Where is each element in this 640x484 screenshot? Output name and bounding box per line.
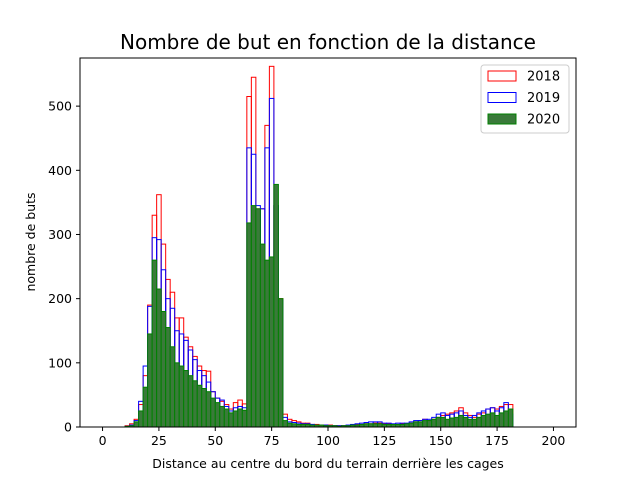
bar-2020-74 — [435, 416, 442, 428]
x-axis-label: Distance au centre du bord du terrain de… — [152, 456, 504, 471]
legend-swatch-2020 — [487, 113, 517, 125]
bar-2020-17 — [178, 365, 185, 428]
y-tick-label-400: 400 — [48, 163, 72, 178]
bar-2020-78 — [453, 416, 460, 428]
bar-2020-72 — [426, 420, 433, 428]
bar-2020-32 — [246, 222, 252, 428]
bar-2020-88 — [498, 412, 505, 428]
x-tick-label-25: 25 — [151, 433, 167, 448]
bar-2020-11 — [151, 259, 158, 428]
x-tick-label-125: 125 — [372, 433, 396, 448]
bar-2020-76 — [444, 418, 451, 428]
bar-2020-27 — [223, 408, 230, 428]
bar-2020-87 — [494, 414, 500, 428]
bar-2020-41 — [286, 422, 293, 428]
bar-2020-37 — [268, 256, 275, 428]
bar-2020-79 — [458, 414, 464, 428]
bar-2020-26 — [219, 405, 225, 428]
bar-2020-83 — [476, 416, 482, 428]
bar-2020-38 — [273, 183, 279, 428]
legend-label-2019: 2019 — [527, 91, 560, 106]
bar-2020-24 — [210, 397, 216, 428]
bar-2020-19 — [187, 375, 194, 428]
x-tick-label-100: 100 — [316, 433, 340, 448]
x-tick-label-75: 75 — [264, 433, 280, 448]
y-tick-label-100: 100 — [48, 355, 72, 370]
bar-2020-23 — [205, 391, 212, 428]
bar-2020-10 — [147, 333, 153, 428]
bar-2020-75 — [440, 416, 446, 428]
x-tick-label-175: 175 — [485, 433, 509, 448]
bar-2020-85 — [485, 413, 491, 428]
legend-swatch-2018 — [487, 70, 517, 82]
bar-2020-22 — [201, 388, 207, 428]
bar-2020-18 — [183, 370, 189, 428]
bar-2020-35 — [259, 243, 266, 428]
bar-2020-71 — [422, 420, 428, 428]
bar-2020-84 — [480, 414, 487, 428]
bar-2020-77 — [449, 417, 455, 428]
bar-2020-8 — [138, 410, 144, 428]
bar-2020-31 — [241, 409, 248, 428]
y-tick-label-200: 200 — [48, 291, 72, 306]
legend-label-2018: 2018 — [527, 70, 560, 85]
legend-swatch-2019 — [487, 92, 517, 103]
bar-2020-39 — [277, 298, 284, 428]
chart-title: Nombre de but en fonction de la distance — [120, 30, 536, 54]
bar-2020-20 — [192, 380, 198, 428]
y-axis-label: nombre de buts — [23, 192, 38, 291]
y-tick-label-300: 300 — [48, 227, 72, 242]
x-axis-ticks: 0 25 50 75 100 125 150 175 200 — [99, 427, 566, 448]
y-tick-label-500: 500 — [48, 99, 72, 114]
x-tick-label-200: 200 — [542, 433, 566, 448]
bar-2020-86 — [489, 412, 496, 428]
bar-2020-90 — [507, 408, 514, 428]
bar-2020-40 — [282, 420, 288, 428]
bar-2020-14 — [165, 327, 171, 428]
bar-2020-28 — [228, 412, 234, 428]
bar-2020-33 — [250, 205, 257, 428]
x-tick-label-0: 0 — [99, 433, 107, 448]
bar-2020-89 — [503, 410, 509, 428]
bar-2020-13 — [160, 310, 167, 428]
bar-2020-80 — [462, 416, 469, 428]
bar-2020-25 — [214, 402, 221, 428]
bar-2020-21 — [196, 384, 203, 428]
bar-2020-12 — [156, 288, 162, 428]
bar-2020-7 — [133, 421, 140, 428]
bar-2020-68 — [408, 422, 415, 428]
bar-2020-34 — [255, 208, 261, 428]
legend-label-2020: 2020 — [527, 113, 560, 128]
x-tick-label-50: 50 — [207, 433, 223, 448]
bar-2020-81 — [467, 418, 473, 428]
series-2020 — [124, 183, 514, 428]
bar-2020-73 — [431, 418, 437, 428]
bar-2020-36 — [264, 259, 270, 428]
bar-2020-15 — [169, 346, 176, 428]
legend: 2018 2019 2020 — [480, 64, 570, 134]
bar-2020-30 — [237, 408, 243, 428]
y-tick-label-0: 0 — [64, 420, 72, 435]
bar-2020-9 — [142, 386, 149, 428]
x-tick-label-150: 150 — [429, 433, 453, 448]
bar-2020-69 — [413, 421, 419, 428]
bar-2020-29 — [232, 410, 239, 428]
bar-2020-16 — [174, 362, 180, 428]
bar-2020-82 — [471, 418, 478, 428]
bar-2020-70 — [417, 421, 424, 428]
y-axis-ticks: 0 100 200 300 400 500 — [48, 99, 80, 435]
